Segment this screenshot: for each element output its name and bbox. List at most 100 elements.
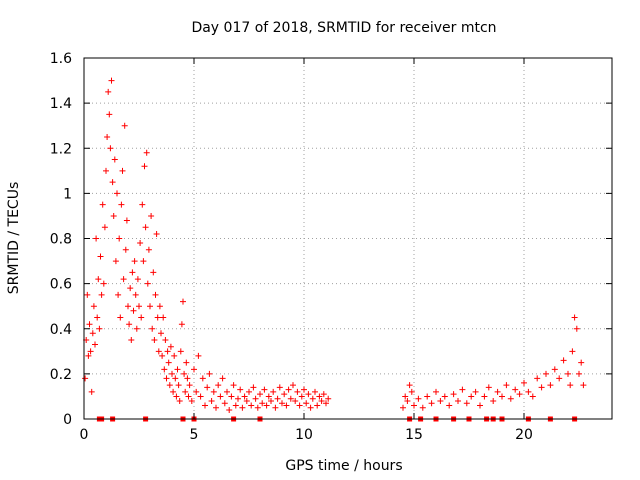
x-tick-label: 15 bbox=[405, 427, 423, 443]
data-point bbox=[538, 384, 545, 391]
data-point bbox=[314, 402, 321, 409]
data-point bbox=[415, 395, 422, 402]
data-point bbox=[301, 386, 307, 393]
data-point bbox=[87, 348, 94, 355]
data-point bbox=[292, 397, 299, 404]
data-point bbox=[182, 388, 189, 395]
data-point bbox=[116, 235, 123, 242]
data-point bbox=[567, 382, 574, 389]
data-point bbox=[296, 402, 303, 409]
data-point bbox=[106, 111, 113, 118]
data-point bbox=[263, 402, 270, 409]
data-point bbox=[274, 395, 281, 402]
data-point bbox=[140, 258, 147, 265]
data-point bbox=[215, 382, 222, 389]
data-point bbox=[565, 370, 571, 377]
data-point bbox=[446, 402, 453, 409]
data-point bbox=[172, 375, 179, 382]
data-point bbox=[226, 406, 233, 413]
data-point bbox=[463, 400, 470, 407]
data-point bbox=[307, 404, 314, 411]
data-point bbox=[166, 382, 173, 389]
data-point bbox=[158, 330, 164, 337]
data-point bbox=[188, 397, 195, 404]
data-point bbox=[111, 156, 118, 163]
y-axis-label: SRMTID / TECUs bbox=[6, 182, 22, 295]
data-point bbox=[151, 337, 158, 344]
data-point bbox=[303, 400, 310, 407]
data-point bbox=[450, 391, 457, 398]
y-tick-labels: 0 0.2 0.4 0.6 0.8 1 1.2 1.4 1.6 bbox=[50, 51, 72, 428]
data-point bbox=[503, 382, 510, 389]
data-point bbox=[141, 163, 148, 170]
data-point bbox=[294, 388, 301, 395]
data-point bbox=[241, 393, 248, 400]
data-point bbox=[180, 298, 186, 305]
data-point bbox=[144, 280, 151, 287]
data-point bbox=[155, 348, 162, 355]
data-point bbox=[142, 224, 149, 231]
data-point bbox=[250, 384, 257, 391]
data-point bbox=[213, 404, 219, 411]
data-point bbox=[120, 276, 127, 283]
data-point bbox=[145, 246, 152, 253]
data-point bbox=[100, 280, 107, 287]
data-point bbox=[285, 386, 292, 393]
data-point bbox=[547, 382, 554, 389]
data-point bbox=[202, 402, 208, 409]
data-point bbox=[181, 370, 188, 377]
data-point bbox=[159, 352, 166, 359]
data-point bbox=[132, 291, 139, 298]
data-point bbox=[279, 400, 285, 407]
data-point bbox=[485, 384, 492, 391]
data-point bbox=[199, 375, 206, 382]
data-point bbox=[165, 359, 172, 366]
data-point bbox=[133, 325, 140, 332]
data-point bbox=[235, 395, 241, 402]
data-point bbox=[95, 276, 102, 283]
data-point bbox=[276, 384, 283, 391]
data-point bbox=[237, 386, 244, 393]
data-point bbox=[521, 379, 527, 386]
data-point bbox=[105, 88, 112, 95]
data-point bbox=[94, 314, 101, 321]
data-point bbox=[184, 375, 191, 382]
data-point bbox=[88, 388, 95, 395]
data-point bbox=[573, 325, 580, 332]
data-point bbox=[400, 404, 406, 411]
data-point bbox=[210, 388, 217, 395]
data-point bbox=[576, 370, 582, 377]
data-point bbox=[459, 386, 466, 393]
data-point bbox=[178, 321, 185, 328]
y-tick-label: 1.4 bbox=[50, 96, 72, 112]
data-point bbox=[99, 201, 106, 208]
data-point bbox=[320, 391, 327, 398]
data-point bbox=[92, 341, 98, 348]
data-point bbox=[84, 291, 91, 298]
data-point bbox=[174, 366, 181, 373]
data-point bbox=[130, 307, 137, 314]
data-point bbox=[150, 269, 157, 276]
data-point bbox=[472, 388, 479, 395]
data-point bbox=[569, 348, 576, 355]
data-point bbox=[125, 303, 131, 310]
data-point bbox=[121, 122, 128, 129]
data-point bbox=[167, 343, 174, 350]
data-point bbox=[129, 269, 136, 276]
data-point bbox=[477, 402, 483, 409]
data-point bbox=[316, 393, 323, 400]
data-point bbox=[283, 402, 290, 409]
data-point bbox=[123, 217, 130, 224]
data-point bbox=[419, 404, 426, 411]
y-tick-label: 0.8 bbox=[50, 232, 72, 248]
data-point bbox=[437, 397, 444, 404]
data-point bbox=[257, 391, 263, 398]
data-point bbox=[148, 212, 155, 219]
data-point bbox=[402, 393, 409, 400]
y-tick-label: 0.6 bbox=[50, 277, 72, 293]
data-point bbox=[406, 382, 413, 389]
y-tick-label: 1 bbox=[63, 186, 72, 202]
data-point bbox=[109, 179, 116, 186]
data-point bbox=[228, 393, 235, 400]
